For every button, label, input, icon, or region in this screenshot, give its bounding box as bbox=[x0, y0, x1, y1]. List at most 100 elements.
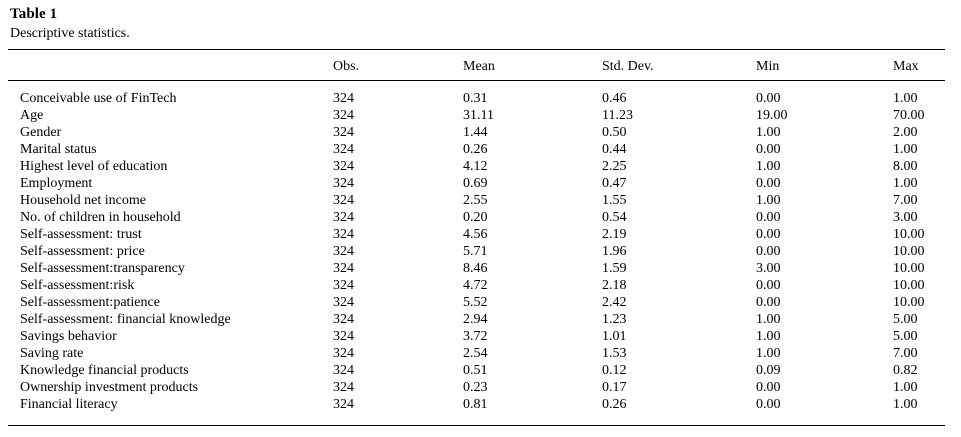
value-cell: 324 bbox=[333, 346, 354, 361]
value-cell: 5.00 bbox=[893, 312, 918, 327]
value-cell: 0.00 bbox=[756, 244, 781, 259]
table-row: Marital status 324 0.26 0.44 0.00 1.00 bbox=[8, 141, 945, 158]
value-cell: 324 bbox=[333, 244, 354, 259]
value-cell: 8.00 bbox=[893, 159, 918, 174]
value-cell: 0.31 bbox=[463, 91, 488, 106]
value-cell: 2.55 bbox=[463, 193, 488, 208]
descriptive-statistics-table: Obs. Mean Std. Dev. Min Max Conceivable … bbox=[8, 49, 945, 426]
value-cell: 324 bbox=[333, 108, 354, 123]
table-row: Self-assessment: price 324 5.71 1.96 0.00 10.… bbox=[8, 243, 945, 260]
value-cell: 7.00 bbox=[893, 193, 918, 208]
variable-label-cell: Savings behavior bbox=[20, 329, 117, 344]
header-row: Obs. Mean Std. Dev. Min Max bbox=[8, 49, 945, 81]
value-cell: 0.50 bbox=[602, 125, 627, 140]
variable-label-cell: Financial literacy bbox=[20, 397, 118, 412]
value-cell: 2.25 bbox=[602, 159, 627, 174]
value-cell: 324 bbox=[333, 125, 354, 140]
table-row: Self-assessment:transparency 324 8.46 1.59 3… bbox=[8, 260, 945, 277]
variable-label-cell: Marital status bbox=[20, 142, 97, 157]
value-cell: 324 bbox=[333, 380, 354, 395]
value-cell: 324 bbox=[333, 312, 354, 327]
value-cell: 1.53 bbox=[602, 346, 627, 361]
value-cell: 1.44 bbox=[463, 125, 488, 140]
value-cell: 0.20 bbox=[463, 210, 488, 225]
value-cell: 1.00 bbox=[893, 142, 918, 157]
value-cell: 2.94 bbox=[463, 312, 488, 327]
variable-label-cell: Self-assessment: financial knowledge bbox=[20, 312, 231, 327]
paper-page: Table 1 Descriptive statistics. Obs. Mea… bbox=[8, 6, 945, 426]
value-cell: 1.00 bbox=[893, 380, 918, 395]
value-cell: 2.18 bbox=[602, 278, 627, 293]
value-cell: 0.81 bbox=[463, 397, 488, 412]
variable-label-cell: Saving rate bbox=[20, 346, 84, 361]
value-cell: 0.00 bbox=[756, 227, 781, 242]
value-cell: 1.59 bbox=[602, 261, 627, 276]
value-cell: 0.26 bbox=[602, 397, 627, 412]
variable-label-cell: Ownership investment products bbox=[20, 380, 199, 395]
value-cell: 324 bbox=[333, 159, 354, 174]
variable-label-cell: Self-assessment: trust bbox=[20, 227, 142, 242]
column-header-mean: Mean bbox=[463, 49, 602, 81]
table-caption: Descriptive statistics. bbox=[10, 26, 130, 41]
value-cell: 5.71 bbox=[463, 244, 488, 259]
variable-label-cell: Household net income bbox=[20, 193, 146, 208]
variable-label-cell: Knowledge financial products bbox=[20, 363, 189, 378]
value-cell: 7.00 bbox=[893, 346, 918, 361]
value-cell: 324 bbox=[333, 210, 354, 225]
value-cell: 1.00 bbox=[756, 125, 781, 140]
table-row: Conceivable use of FinTech 324 0.31 0.46 0.0… bbox=[8, 81, 945, 108]
value-cell: 8.46 bbox=[463, 261, 488, 276]
value-cell: 1.55 bbox=[602, 193, 627, 208]
table-row: Gender 324 1.44 0.50 1.00 2.00 bbox=[8, 124, 945, 141]
value-cell: 5.52 bbox=[463, 295, 488, 310]
value-cell: 324 bbox=[333, 295, 354, 310]
value-cell: 0.46 bbox=[602, 91, 627, 106]
value-cell: 1.00 bbox=[756, 346, 781, 361]
value-cell: 324 bbox=[333, 261, 354, 276]
value-cell: 0.47 bbox=[602, 176, 627, 191]
value-cell: 0.00 bbox=[756, 142, 781, 157]
table-row: Highest level of education 324 4.12 2.25 1.0… bbox=[8, 158, 945, 175]
value-cell: 0.23 bbox=[463, 380, 488, 395]
table-label: Table 1 bbox=[10, 6, 58, 22]
column-header-obs: Obs. bbox=[333, 49, 463, 81]
value-cell: 4.72 bbox=[463, 278, 488, 293]
value-cell: 2.42 bbox=[602, 295, 627, 310]
value-cell: 0.44 bbox=[602, 142, 627, 157]
value-cell: 2.54 bbox=[463, 346, 488, 361]
value-cell: 10.00 bbox=[893, 227, 925, 242]
value-cell: 1.96 bbox=[602, 244, 627, 259]
value-cell: 2.00 bbox=[893, 125, 918, 140]
table-row: Savings behavior 324 3.72 1.01 1.00 5.00 bbox=[8, 328, 945, 345]
value-cell: 4.56 bbox=[463, 227, 488, 242]
value-cell: 70.00 bbox=[893, 108, 925, 123]
value-cell: 31.11 bbox=[463, 108, 494, 123]
table-row: Self-assessment: trust 324 4.56 2.19 0.00 10.… bbox=[8, 226, 945, 243]
table-row: Employment 324 0.69 0.47 0.00 1.00 bbox=[8, 175, 945, 192]
table-row: Age 324 31.11 11.23 19.00 70.00 bbox=[8, 107, 945, 124]
value-cell: 0.69 bbox=[463, 176, 488, 191]
value-cell: 1.00 bbox=[893, 397, 918, 412]
value-cell: 19.00 bbox=[756, 108, 788, 123]
value-cell: 10.00 bbox=[893, 295, 925, 310]
value-cell: 324 bbox=[333, 91, 354, 106]
value-cell: 324 bbox=[333, 397, 354, 412]
value-cell: 2.19 bbox=[602, 227, 627, 242]
value-cell: 0.00 bbox=[756, 397, 781, 412]
variable-label-cell: Self-assessment:transparency bbox=[20, 261, 185, 276]
value-cell: 324 bbox=[333, 329, 354, 344]
table-row: Financial literacy 324 0.81 0.26 0.00 1.00 bbox=[8, 396, 945, 426]
table-row: No. of children in household 324 0.20 0.54 0… bbox=[8, 209, 945, 226]
value-cell: 324 bbox=[333, 193, 354, 208]
value-cell: 1.00 bbox=[893, 91, 918, 106]
value-cell: 3.72 bbox=[463, 329, 488, 344]
value-cell: 0.12 bbox=[602, 363, 627, 378]
variable-label-cell: Employment bbox=[20, 176, 93, 191]
variable-label-cell: Gender bbox=[20, 125, 62, 140]
variable-label-cell: Self-assessment:patience bbox=[20, 295, 160, 310]
value-cell: 0.09 bbox=[756, 363, 781, 378]
value-cell: 1.00 bbox=[893, 176, 918, 191]
value-cell: 324 bbox=[333, 278, 354, 293]
value-cell: 0.00 bbox=[756, 380, 781, 395]
column-header-min: Min bbox=[756, 49, 893, 81]
